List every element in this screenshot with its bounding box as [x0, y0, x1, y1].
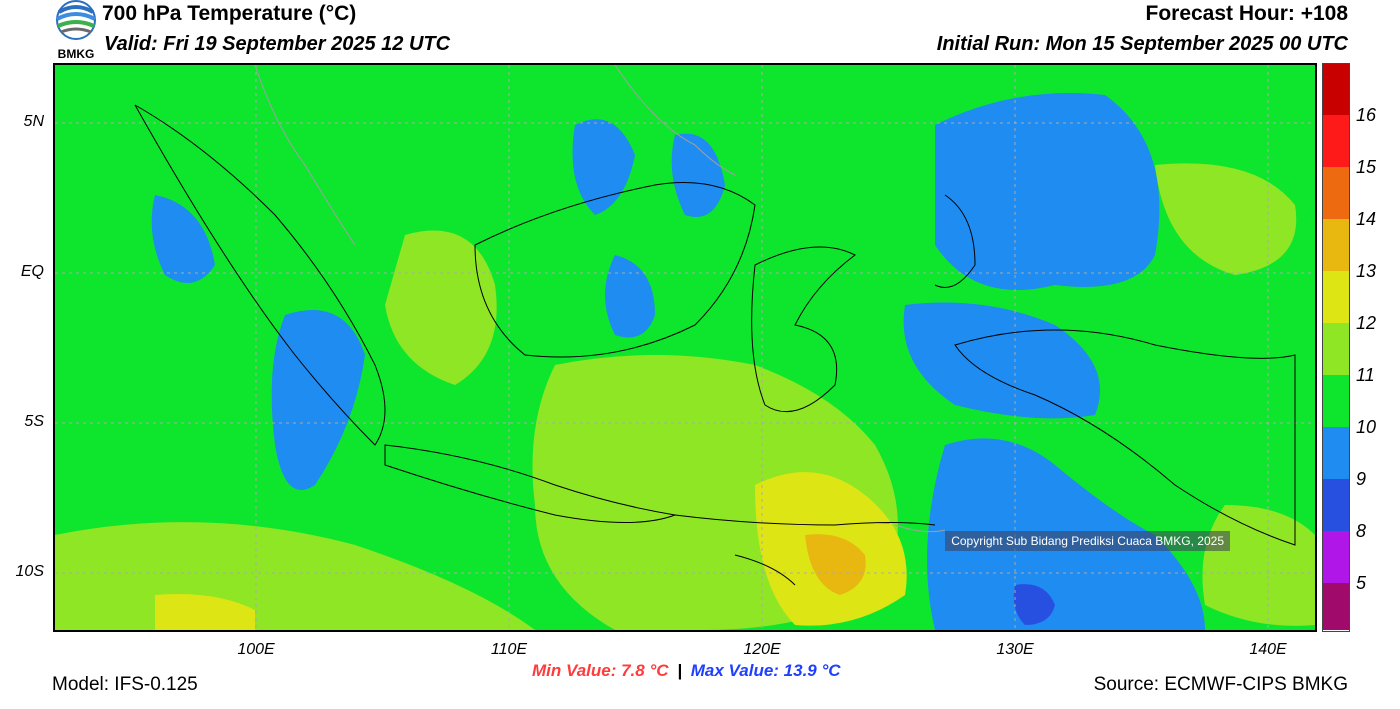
cbar-seg: [1323, 479, 1349, 531]
lon-label-130e: 130E: [996, 641, 1034, 658]
java-outline: [384, 444, 677, 523]
logo-text: BMKG: [58, 47, 95, 60]
cbar-label-14: 14: [1356, 209, 1377, 229]
cbar-seg: [1323, 583, 1349, 630]
cool-region-pacific: [935, 93, 1160, 290]
map-title: 700 hPa Temperature (°C): [102, 2, 357, 25]
sumatra-outline: [134, 104, 386, 446]
nusa-tenggara-outline: [674, 514, 936, 526]
cbar-label-13: 13: [1356, 261, 1377, 281]
cbar-label-10: 10: [1356, 417, 1377, 437]
neighbor-coastlines: [254, 65, 946, 533]
max-value: Max Value: 13.9 °C: [690, 661, 841, 680]
map-canvas: [55, 65, 1315, 630]
initial-run: Initial Run: Mon 15 September 2025 00 UT…: [936, 33, 1348, 55]
coastlines: [134, 104, 1296, 586]
cbar-label-9: 9: [1356, 469, 1367, 489]
min-max-values: Min Value: 7.8 °C | Max Value: 13.9 °C: [532, 661, 841, 681]
temperature-map: Copyright Sub Bidang Prediksi Cuaca BMKG…: [53, 63, 1317, 632]
stats-separator: |: [677, 661, 683, 680]
cbar-seg: [1323, 64, 1349, 115]
sulawesi-outline: [751, 246, 856, 413]
copyright-notice: Copyright Sub Bidang Prediksi Cuaca BMKG…: [945, 531, 1230, 551]
lon-label-110e: 110E: [490, 641, 528, 658]
hottest-region: [805, 534, 866, 595]
cbar-seg: [1323, 323, 1349, 375]
forecast-hour: Forecast Hour: +108: [1145, 2, 1349, 25]
lon-label-100e: 100E: [237, 641, 275, 658]
lon-label-140e: 140E: [1249, 641, 1287, 658]
lat-label-10s: 10S: [15, 563, 44, 580]
valid-time: Valid: Fri 19 September 2025 12 UTC: [104, 33, 451, 55]
cbar-seg: [1323, 427, 1349, 479]
lat-label-5n: 5N: [23, 113, 44, 130]
min-value: Min Value: 7.8 °C: [532, 661, 669, 680]
papua-outline: [954, 329, 1296, 546]
bmkg-logo: BMKG: [52, 0, 100, 61]
lon-label-120e: 120E: [743, 641, 781, 658]
cbar-seg: [1323, 115, 1349, 167]
cbar-seg: [1323, 531, 1349, 583]
color-bar: [1322, 63, 1350, 632]
cbar-seg: [1323, 167, 1349, 219]
cbar-seg: [1323, 375, 1349, 427]
cbar-seg: [1323, 271, 1349, 323]
borneo-outline: [474, 182, 756, 358]
source-label: Source: ECMWF-CIPS BMKG: [1093, 674, 1348, 695]
cbar-label-15: 15: [1356, 157, 1377, 177]
cbar-label-8: 8: [1356, 521, 1367, 541]
cbar-label-11: 11: [1356, 365, 1375, 385]
model-label: Model: IFS-0.125: [52, 674, 198, 695]
cbar-label-12: 12: [1356, 313, 1377, 333]
cbar-label-16: 16: [1356, 105, 1377, 125]
lat-label-eq: EQ: [20, 263, 44, 280]
cbar-seg: [1323, 219, 1349, 271]
cbar-label-5: 5: [1356, 573, 1367, 593]
warm-region-sumatra: [385, 230, 497, 385]
lat-label-5s: 5S: [24, 413, 44, 430]
